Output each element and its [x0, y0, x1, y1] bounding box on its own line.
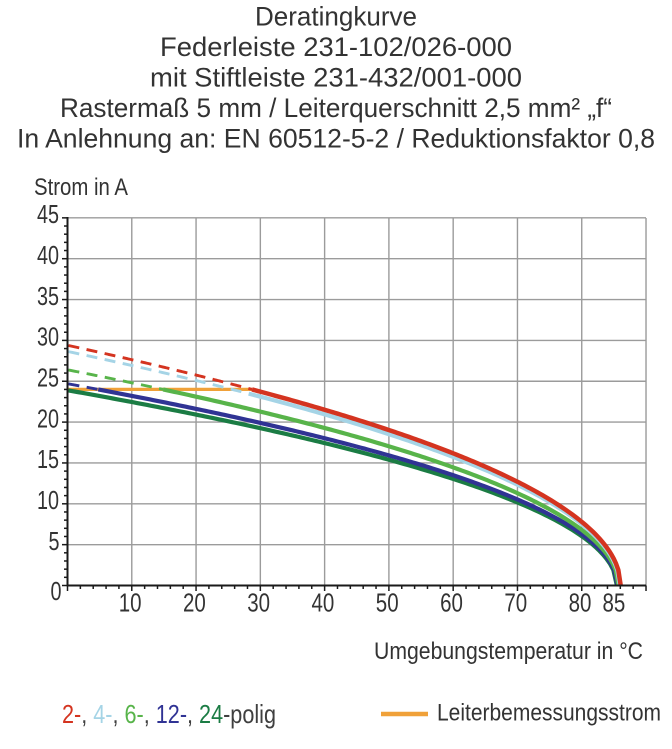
svg-text:2-, 4-, 6-, 12-, 24-polig: 2-, 4-, 6-, 12-, 24-polig	[62, 699, 276, 729]
svg-text:70: 70	[504, 588, 527, 618]
svg-text:mit Stiftleiste 231-432/001-00: mit Stiftleiste 231-432/001-000	[150, 63, 522, 93]
svg-text:40: 40	[312, 588, 335, 618]
svg-text:60: 60	[440, 588, 463, 618]
svg-text:Leiterbemessungsstrom: Leiterbemessungsstrom	[437, 700, 661, 727]
svg-text:Umgebungstemperatur in °C: Umgebungstemperatur in °C	[374, 638, 643, 665]
svg-text:5: 5	[49, 526, 60, 556]
svg-text:20: 20	[37, 403, 59, 433]
svg-text:80: 80	[569, 588, 592, 618]
svg-text:In Anlehnung an: EN 60512-5-2: In Anlehnung an: EN 60512-5-2 / Reduktio…	[17, 124, 655, 154]
svg-text:Strom in A: Strom in A	[34, 174, 129, 201]
svg-text:10: 10	[37, 485, 59, 515]
svg-text:Deratingkurve: Deratingkurve	[255, 2, 417, 32]
svg-text:20: 20	[183, 588, 206, 618]
svg-text:50: 50	[376, 588, 399, 618]
svg-text:10: 10	[119, 588, 142, 618]
svg-text:Rastermaß 5 mm / Leiterquersch: Rastermaß 5 mm / Leiterquerschnitt 2,5 m…	[60, 93, 612, 123]
svg-text:85: 85	[603, 588, 626, 618]
svg-text:30: 30	[37, 322, 59, 352]
svg-text:15: 15	[37, 444, 59, 474]
svg-text:25: 25	[37, 363, 59, 393]
svg-text:40: 40	[37, 240, 59, 270]
svg-text:35: 35	[37, 281, 59, 311]
svg-text:Federleiste 231-102/026-000: Federleiste 231-102/026-000	[160, 32, 512, 62]
svg-text:0: 0	[51, 576, 62, 606]
svg-text:30: 30	[247, 588, 270, 618]
svg-text:45: 45	[37, 199, 59, 229]
